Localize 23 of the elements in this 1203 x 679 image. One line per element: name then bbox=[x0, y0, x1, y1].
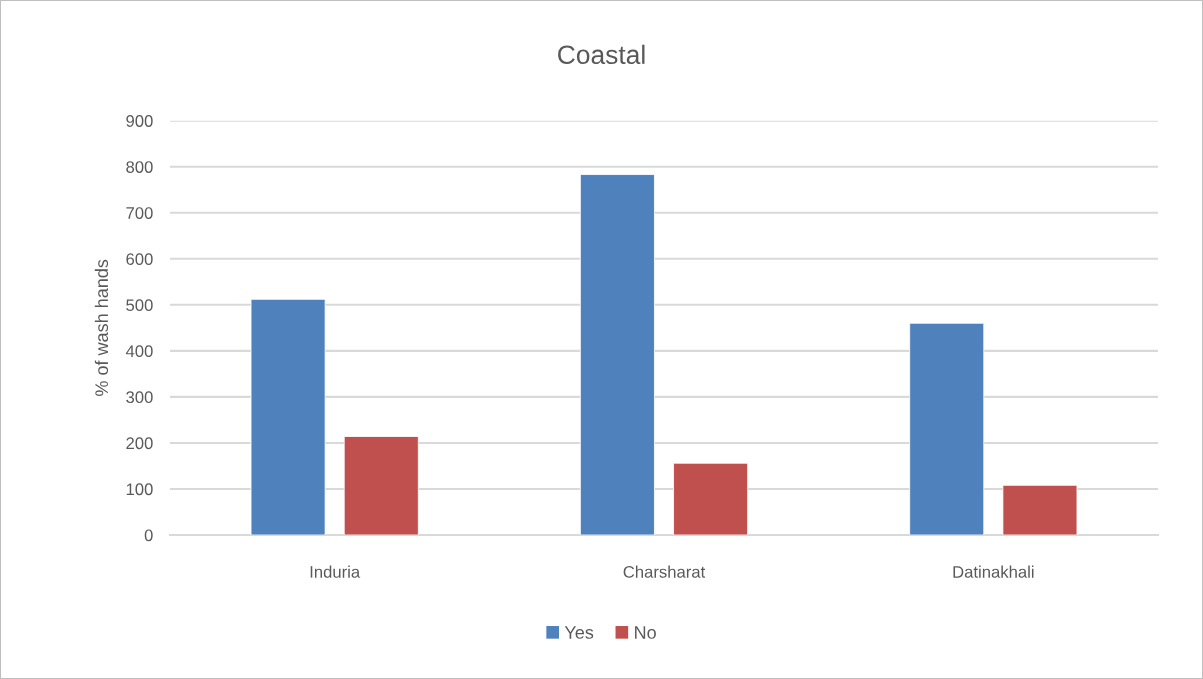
x-tick-label: Datinakhali bbox=[953, 565, 1034, 578]
x-tick-label: Charsharat bbox=[623, 565, 706, 578]
y-tick-label: 300 bbox=[126, 391, 153, 404]
y-tick-label: 900 bbox=[126, 115, 153, 127]
bar bbox=[579, 174, 655, 535]
y-tick-label: 0 bbox=[144, 529, 153, 542]
chart-title: Coastal bbox=[558, 44, 645, 65]
y-tick-label: 600 bbox=[126, 253, 153, 265]
legend-label: Yes bbox=[564, 626, 594, 639]
y-tick-label: 800 bbox=[126, 161, 153, 173]
legend-label: No bbox=[635, 626, 656, 639]
y-tick-label: 400 bbox=[125, 345, 153, 358]
bar bbox=[673, 462, 749, 535]
y-tick-label: 100 bbox=[126, 483, 153, 496]
y-tick-label: 700 bbox=[126, 207, 153, 219]
bar bbox=[343, 436, 419, 535]
y-tick-label: 500 bbox=[126, 299, 153, 312]
bar bbox=[1002, 484, 1078, 535]
x-tick-label: Induria bbox=[310, 565, 361, 578]
y-axis-title: % of wash hands bbox=[94, 259, 109, 396]
bar bbox=[909, 322, 985, 535]
y-tick-label: 200 bbox=[126, 437, 153, 450]
bar bbox=[250, 298, 326, 535]
